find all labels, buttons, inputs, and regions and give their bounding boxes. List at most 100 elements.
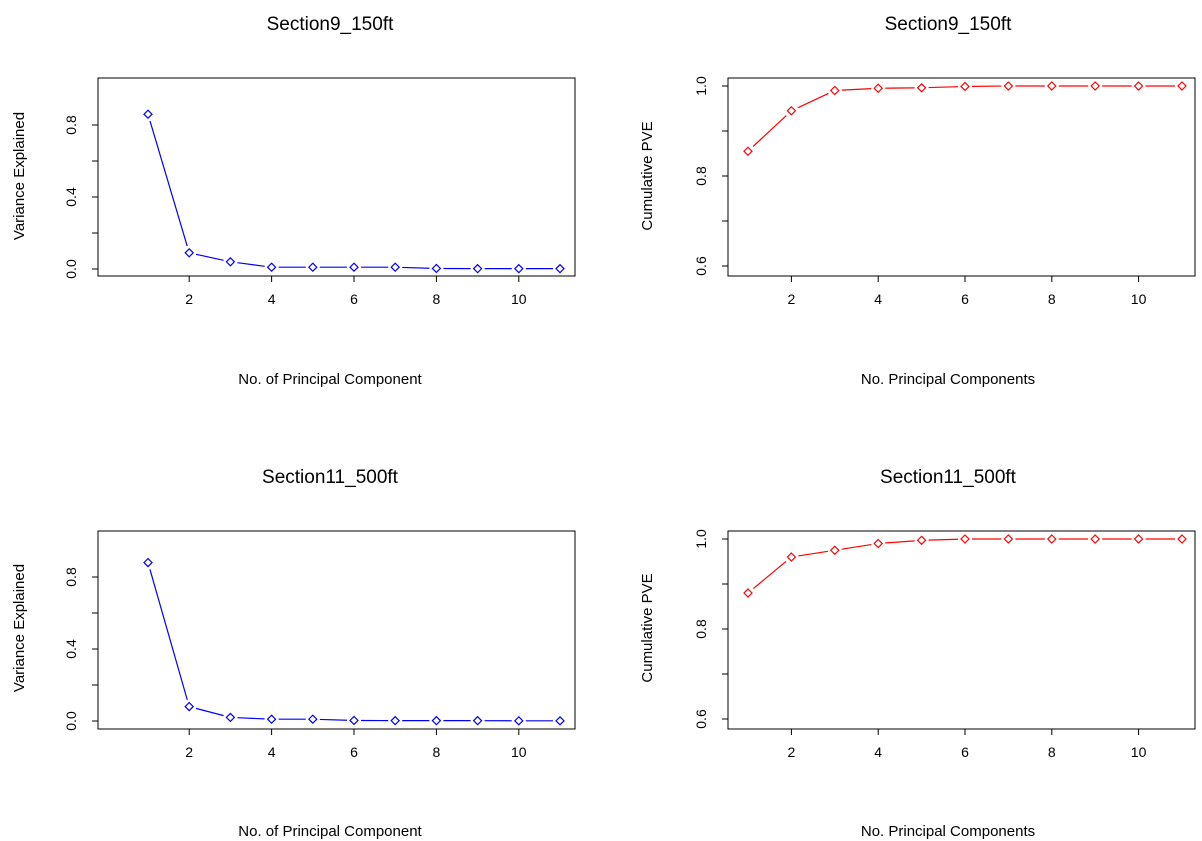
x-axis-label: No. of Principal Component — [238, 823, 422, 840]
data-point — [472, 263, 483, 274]
x-tick-label: 8 — [433, 744, 441, 760]
data-point — [307, 714, 318, 725]
y-tick-label: 0.6 — [693, 709, 709, 729]
x-tick-label: 6 — [350, 291, 358, 307]
data-point — [472, 715, 483, 726]
data-point — [829, 545, 840, 556]
data-point — [743, 146, 753, 157]
data-point — [513, 715, 524, 726]
data-point — [786, 105, 797, 116]
series-segment — [885, 540, 915, 544]
data-point — [390, 262, 401, 273]
data-point — [184, 701, 195, 712]
x-tick-label: 10 — [1131, 291, 1147, 307]
x-tick-label: 6 — [961, 744, 969, 760]
y-tick-label: 0.4 — [63, 639, 79, 659]
data-point — [1090, 534, 1101, 544]
panel-variance-section11: Section11_500ft No. of Principal Compone… — [11, 467, 576, 840]
data-point — [743, 588, 753, 598]
data-point — [513, 263, 524, 274]
data-point — [786, 552, 797, 562]
x-tick-label: 2 — [788, 744, 796, 760]
x-tick-label: 4 — [268, 744, 276, 760]
data-point — [873, 83, 884, 94]
series-segment — [237, 262, 265, 267]
x-axis-label: No. Principal Components — [861, 371, 1035, 388]
plot-frame — [97, 77, 576, 277]
x-tick-label: 6 — [350, 744, 358, 760]
data-point — [1177, 81, 1187, 91]
chart-title: Section9_150ft — [885, 14, 1012, 35]
x-tick-label: 8 — [1048, 744, 1056, 760]
plot-marks: 2 4 6 8 10 0.6 0.8 1.0 — [693, 529, 1187, 760]
series-segment — [149, 120, 188, 247]
x-tick-label: 10 — [511, 291, 527, 307]
chart-title: Section11_500ft — [262, 467, 399, 488]
series-segment — [149, 569, 188, 701]
series-segment — [841, 543, 872, 550]
y-axis-label: Cumulative PVE — [639, 121, 656, 230]
x-tick-label: 8 — [1048, 291, 1056, 307]
data-point — [225, 712, 236, 723]
series-segment — [797, 92, 829, 109]
data-point — [1003, 81, 1014, 91]
x-tick-label: 2 — [788, 291, 796, 307]
data-point — [143, 109, 153, 120]
series-segment — [752, 115, 787, 147]
series-segment — [237, 717, 265, 720]
plot-frame — [97, 530, 576, 730]
data-point — [184, 247, 195, 258]
data-point — [873, 538, 884, 549]
x-tick-label: 4 — [874, 291, 882, 307]
data-point — [960, 81, 970, 92]
x-tick-label: 2 — [185, 744, 193, 760]
data-point — [1133, 81, 1144, 91]
series-segment — [402, 266, 430, 269]
chart-title: Section9_150ft — [267, 14, 394, 35]
x-axis-label: No. Principal Components — [861, 823, 1035, 840]
y-axis-label: Variance Explained — [11, 112, 28, 240]
series-segment — [753, 561, 787, 589]
data-point — [1003, 534, 1014, 544]
y-axis-label: Variance Explained — [11, 564, 28, 692]
data-point — [555, 715, 565, 726]
data-point — [916, 535, 927, 546]
series-segment — [928, 538, 959, 541]
y-axis-label: Cumulative PVE — [639, 573, 656, 682]
data-point — [1046, 81, 1057, 91]
data-point — [960, 534, 970, 544]
plot-frame — [727, 77, 1196, 277]
series-segment — [841, 88, 872, 91]
plot-marks: 2 4 6 8 10 0.6 0.8 1.0 — [693, 76, 1187, 307]
data-point — [1177, 534, 1187, 544]
series-segment — [195, 707, 224, 717]
series-segment — [798, 550, 828, 557]
x-tick-label: 6 — [961, 291, 969, 307]
y-tick-label: 0.6 — [693, 256, 709, 276]
data-point — [431, 715, 442, 726]
series-segment — [319, 718, 348, 721]
series-segment — [928, 86, 959, 89]
y-tick-label: 0.8 — [693, 619, 709, 639]
x-tick-label: 2 — [185, 291, 193, 307]
data-point — [143, 557, 153, 568]
y-tick-label: 0.0 — [63, 711, 79, 731]
x-tick-label: 10 — [511, 744, 527, 760]
y-tick-label: 1.0 — [693, 76, 709, 96]
series-segment — [195, 253, 224, 261]
data-point — [916, 82, 927, 93]
data-point — [829, 85, 840, 96]
plot-frame — [727, 530, 1196, 730]
y-tick-label: 0.0 — [63, 259, 79, 279]
y-tick-label: 1.0 — [693, 529, 709, 549]
data-point — [1090, 81, 1101, 91]
data-point — [349, 262, 359, 273]
panel-variance-section9: Section9_150ft No. of Principal Componen… — [11, 14, 576, 388]
data-point — [266, 262, 277, 273]
data-point — [349, 715, 359, 726]
x-tick-label: 8 — [433, 291, 441, 307]
panel-cumulative-section11: Section11_500ft No. Principal Components… — [639, 467, 1196, 840]
data-point — [1046, 534, 1057, 544]
x-tick-label: 4 — [874, 744, 882, 760]
